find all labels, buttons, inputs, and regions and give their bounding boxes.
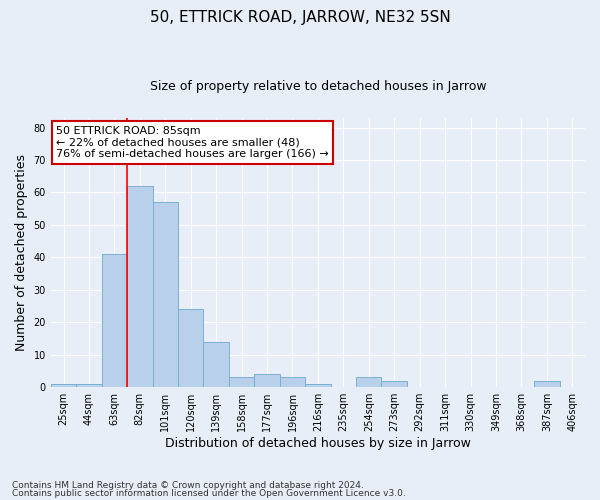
Bar bbox=[382, 380, 407, 387]
Text: 50, ETTRICK ROAD, JARROW, NE32 5SN: 50, ETTRICK ROAD, JARROW, NE32 5SN bbox=[149, 10, 451, 25]
Bar bbox=[203, 342, 229, 387]
Bar bbox=[178, 310, 203, 387]
Bar bbox=[152, 202, 178, 387]
Title: Size of property relative to detached houses in Jarrow: Size of property relative to detached ho… bbox=[149, 80, 486, 93]
Bar bbox=[305, 384, 331, 387]
Text: Contains HM Land Registry data © Crown copyright and database right 2024.: Contains HM Land Registry data © Crown c… bbox=[12, 481, 364, 490]
Bar bbox=[76, 384, 101, 387]
Text: 50 ETTRICK ROAD: 85sqm
← 22% of detached houses are smaller (48)
76% of semi-det: 50 ETTRICK ROAD: 85sqm ← 22% of detached… bbox=[56, 126, 329, 159]
Bar bbox=[51, 384, 76, 387]
Bar bbox=[254, 374, 280, 387]
Bar bbox=[356, 378, 382, 387]
Y-axis label: Number of detached properties: Number of detached properties bbox=[15, 154, 28, 351]
Text: Contains public sector information licensed under the Open Government Licence v3: Contains public sector information licen… bbox=[12, 488, 406, 498]
X-axis label: Distribution of detached houses by size in Jarrow: Distribution of detached houses by size … bbox=[165, 437, 471, 450]
Bar bbox=[229, 378, 254, 387]
Bar bbox=[101, 254, 127, 387]
Bar bbox=[127, 186, 152, 387]
Bar bbox=[280, 378, 305, 387]
Bar bbox=[534, 380, 560, 387]
